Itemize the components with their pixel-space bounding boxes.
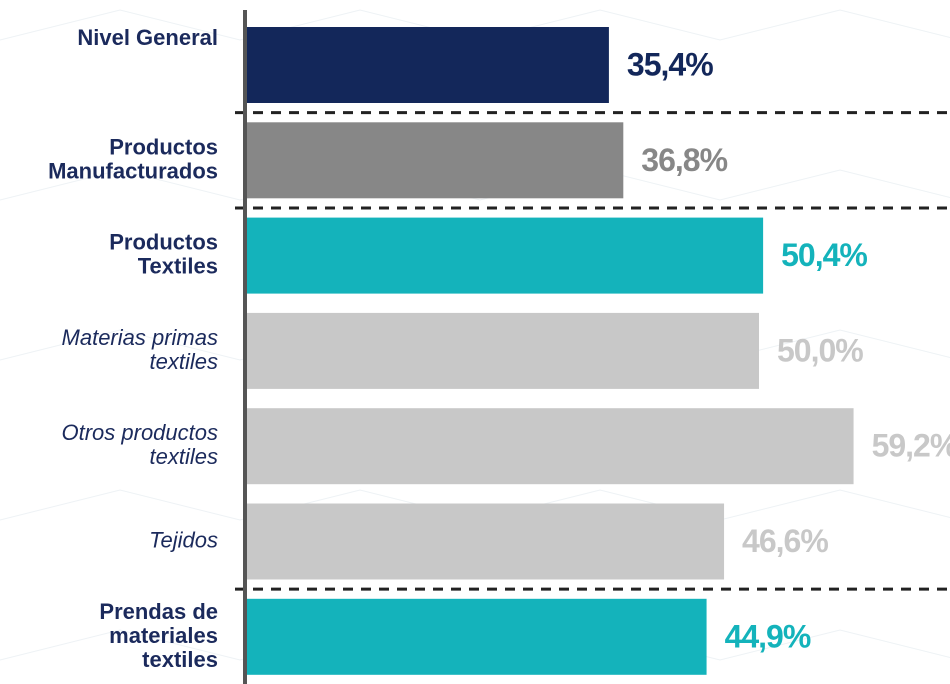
- category-label: Materias primas textiles: [62, 325, 218, 374]
- bar: [245, 27, 609, 103]
- bar: [245, 312, 759, 389]
- bar: [245, 503, 725, 580]
- category-label: Productos Textiles: [109, 229, 218, 278]
- bar: [245, 598, 707, 675]
- category-label: Tejidos: [149, 527, 218, 552]
- category-label: Productos Manufacturados: [48, 134, 218, 183]
- category-label: Prendas de materiales textiles: [99, 599, 218, 672]
- value-label: 46,6%: [742, 523, 828, 559]
- value-label: 59,2%: [872, 428, 950, 464]
- bar: [245, 408, 854, 485]
- value-label: 50,0%: [777, 332, 863, 368]
- value-label: 35,4%: [627, 46, 713, 82]
- value-label: 44,9%: [725, 618, 811, 654]
- category-label: Otros productos textiles: [61, 420, 218, 469]
- value-label: 50,4%: [781, 237, 867, 273]
- bar: [245, 122, 624, 199]
- bar: [245, 217, 764, 294]
- category-label: Nivel General: [77, 25, 218, 50]
- value-label: 36,8%: [641, 142, 727, 178]
